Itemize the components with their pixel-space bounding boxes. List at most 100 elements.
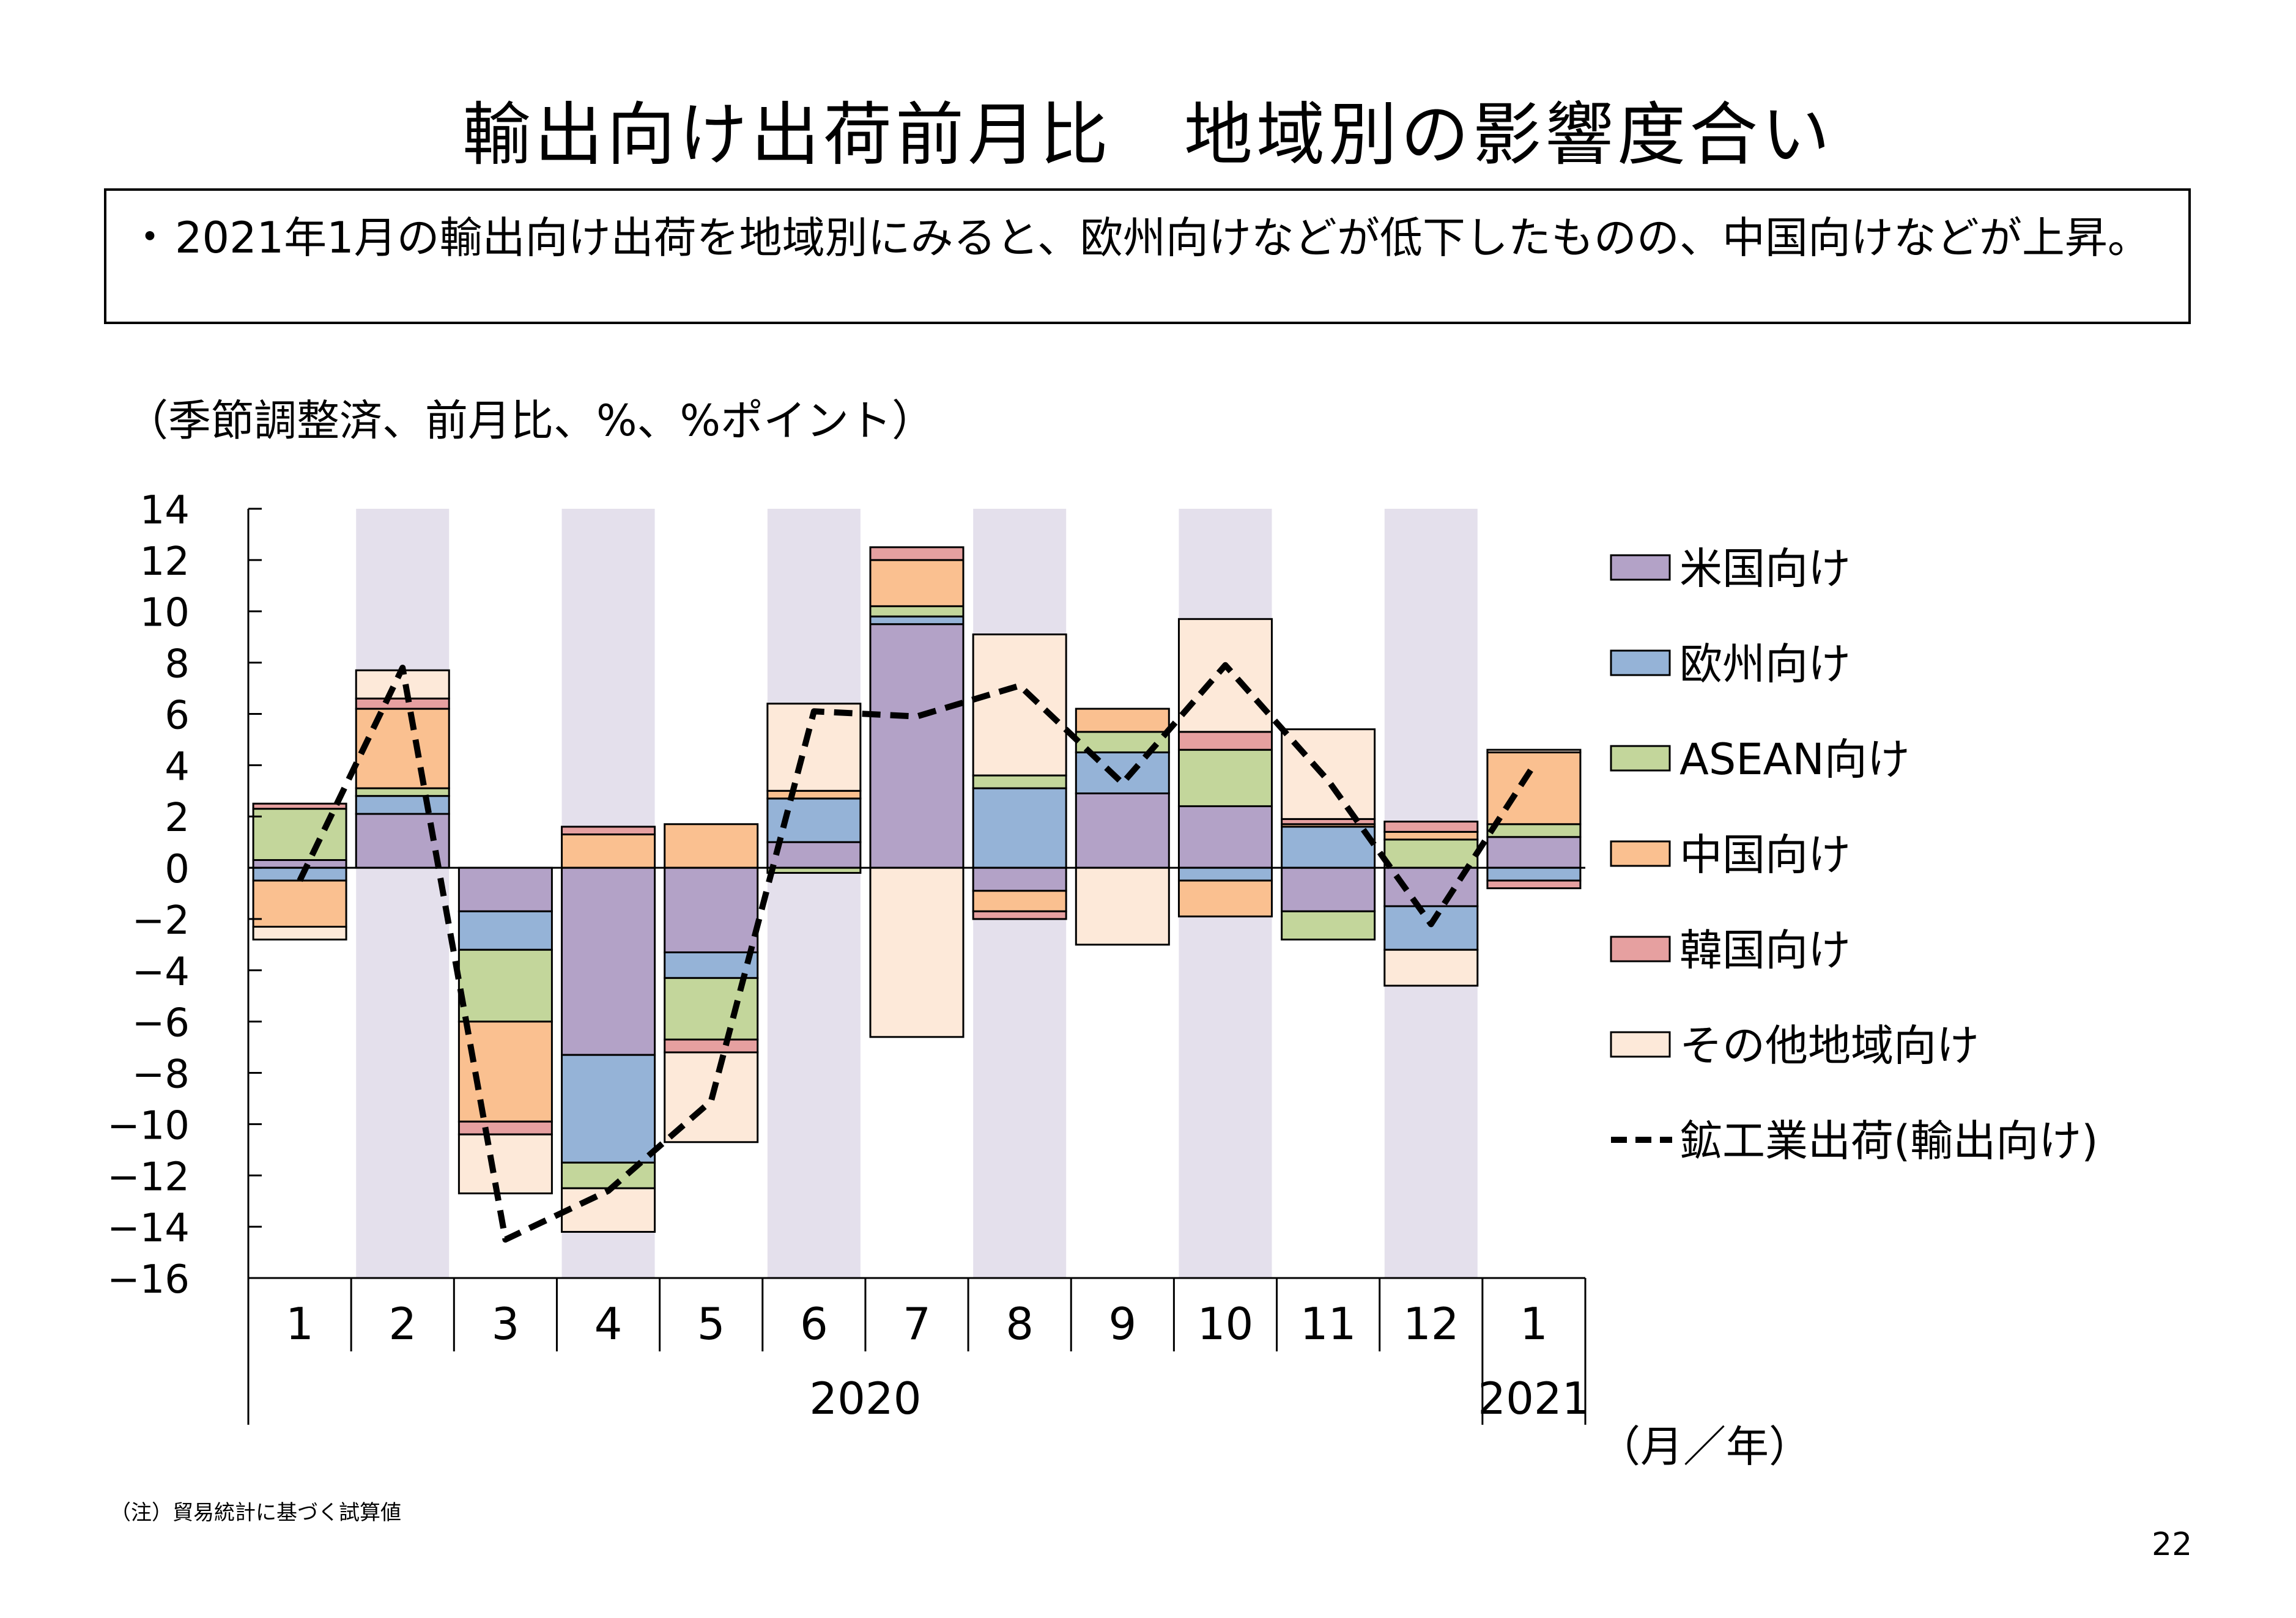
bar-asean-12 bbox=[1486, 823, 1582, 838]
shaded-band-1 bbox=[356, 509, 450, 1278]
bar-other-8 bbox=[1075, 866, 1170, 946]
bar-other-11 bbox=[1383, 948, 1479, 987]
x-tick-label-11: 12 bbox=[1403, 1298, 1459, 1350]
bar-us-7 bbox=[972, 866, 1067, 892]
bar-korea-0 bbox=[252, 802, 347, 810]
bar-asean-10 bbox=[1281, 910, 1376, 940]
x-tick-label-7: 8 bbox=[1005, 1298, 1034, 1350]
axis-unit-label: （月／年） bbox=[1598, 1422, 1812, 1472]
x-tick-label-2: 3 bbox=[491, 1298, 519, 1350]
bar-eu-8 bbox=[1075, 751, 1170, 794]
bar-korea-6 bbox=[869, 546, 965, 561]
bar-asean-11 bbox=[1383, 838, 1479, 869]
x-tick-label-0: 1 bbox=[286, 1298, 314, 1350]
y-tick-label--16: −16 bbox=[107, 1257, 190, 1302]
year-label-2020: 2020 bbox=[809, 1373, 921, 1424]
x-tick-label-3: 4 bbox=[594, 1298, 623, 1350]
bar-asean-1 bbox=[355, 787, 450, 797]
bar-korea-4 bbox=[664, 1038, 759, 1054]
x-tick-label-9: 10 bbox=[1198, 1298, 1254, 1350]
bar-korea-1 bbox=[355, 697, 450, 710]
y-tick-label-14: 14 bbox=[140, 488, 190, 533]
bar-us-0 bbox=[252, 859, 347, 869]
bar-us-9 bbox=[1177, 805, 1273, 869]
legend-label-us: 米国向け bbox=[1679, 544, 1851, 594]
y-tick-label-8: 8 bbox=[165, 642, 190, 687]
bar-eu-7 bbox=[972, 787, 1067, 869]
bar-china-0 bbox=[252, 879, 347, 928]
legend-label-asean: ASEAN向け bbox=[1679, 734, 1910, 785]
bar-eu-9 bbox=[1177, 866, 1273, 882]
bar-eu-6 bbox=[869, 615, 965, 626]
legend-label-china: 中国向け bbox=[1679, 830, 1851, 880]
y-tick-label--10: −10 bbox=[107, 1103, 190, 1148]
bar-china-4 bbox=[664, 823, 759, 869]
y-tick-label--14: −14 bbox=[107, 1206, 190, 1251]
year-label-2021: 2021 bbox=[1478, 1373, 1590, 1424]
bar-china-11 bbox=[1383, 830, 1479, 841]
bar-other-12 bbox=[1486, 748, 1582, 753]
legend-swatch-china bbox=[1610, 840, 1671, 867]
bar-other-9 bbox=[1177, 618, 1273, 733]
y-tick-label-10: 10 bbox=[140, 591, 190, 636]
bar-us-6 bbox=[869, 623, 965, 869]
x-tick-label-10: 11 bbox=[1300, 1298, 1357, 1350]
bar-us-2 bbox=[457, 866, 553, 912]
legend-label-korea: 韓国向け bbox=[1679, 925, 1851, 975]
bar-eu-3 bbox=[561, 1054, 656, 1164]
bar-china-7 bbox=[972, 890, 1067, 912]
y-tick-label--8: −8 bbox=[132, 1052, 190, 1098]
summary-text: 2021年1月の輸出向け出荷を地域別にみると、欧州向けなどが低下したものの、中国… bbox=[175, 213, 2150, 263]
bar-china-8 bbox=[1075, 707, 1170, 733]
bar-china-9 bbox=[1177, 879, 1273, 918]
bar-eu-1 bbox=[355, 795, 450, 815]
legend-swatch-us bbox=[1610, 554, 1671, 581]
bar-korea-3 bbox=[561, 826, 656, 836]
legend-label-line: 鉱工業出荷(輸出向け) bbox=[1679, 1116, 2098, 1166]
y-tick-label-4: 4 bbox=[165, 744, 190, 789]
bar-other-0 bbox=[252, 926, 347, 940]
y-tick-label-0: 0 bbox=[165, 847, 190, 892]
x-tick-label-4: 5 bbox=[697, 1298, 725, 1350]
bar-china-12 bbox=[1486, 751, 1582, 826]
bar-korea-12 bbox=[1486, 879, 1582, 890]
legend-swatch-asean bbox=[1610, 745, 1671, 772]
bar-korea-11 bbox=[1383, 821, 1479, 833]
y-tick-label-12: 12 bbox=[140, 539, 190, 585]
bar-us-5 bbox=[766, 841, 862, 869]
line-mining-shipments bbox=[297, 662, 1537, 1243]
bar-other-2 bbox=[457, 1133, 553, 1195]
bar-us-3 bbox=[561, 866, 656, 1056]
y-tick-label-2: 2 bbox=[165, 796, 190, 841]
x-tick-label-5: 6 bbox=[800, 1298, 828, 1350]
x-tick-label-6: 7 bbox=[903, 1298, 931, 1350]
shaded-band-5 bbox=[767, 509, 861, 1278]
summary-box: ・ 2021年1月の輸出向け出荷を地域別にみると、欧州向けなどが低下したものの、… bbox=[104, 188, 2191, 324]
bar-us-12 bbox=[1486, 836, 1582, 869]
y-tick-label--6: −6 bbox=[132, 1001, 190, 1046]
legend-label-eu: 欧州向け bbox=[1679, 639, 1851, 689]
bar-other-3 bbox=[561, 1187, 656, 1233]
bar-eu-11 bbox=[1383, 905, 1479, 951]
bar-china-5 bbox=[766, 789, 862, 800]
bar-china-1 bbox=[355, 707, 450, 789]
unit-note: （季節調整済、前月比、%、%ポイント） bbox=[125, 396, 935, 446]
bar-asean-7 bbox=[972, 774, 1067, 789]
page-title: 輸出向け出荷前月比 地域別の影響度合い bbox=[462, 95, 1834, 175]
bar-china-6 bbox=[869, 559, 965, 607]
bar-other-7 bbox=[972, 633, 1067, 777]
bar-eu-5 bbox=[766, 797, 862, 843]
bar-eu-12 bbox=[1486, 866, 1582, 882]
bar-asean-9 bbox=[1177, 748, 1273, 807]
bar-other-6 bbox=[869, 866, 965, 1038]
bar-eu-2 bbox=[457, 910, 553, 951]
x-tick-label-1: 2 bbox=[388, 1298, 417, 1350]
bar-eu-10 bbox=[1281, 826, 1376, 869]
legend-swatch-eu bbox=[1610, 649, 1671, 676]
bar-us-8 bbox=[1075, 792, 1170, 869]
footnote: （注）貿易統計に基づく試算値 bbox=[110, 1501, 401, 1525]
y-tick-label--2: −2 bbox=[132, 898, 190, 944]
bar-asean-2 bbox=[457, 948, 553, 1023]
y-tick-label-6: 6 bbox=[165, 693, 190, 738]
